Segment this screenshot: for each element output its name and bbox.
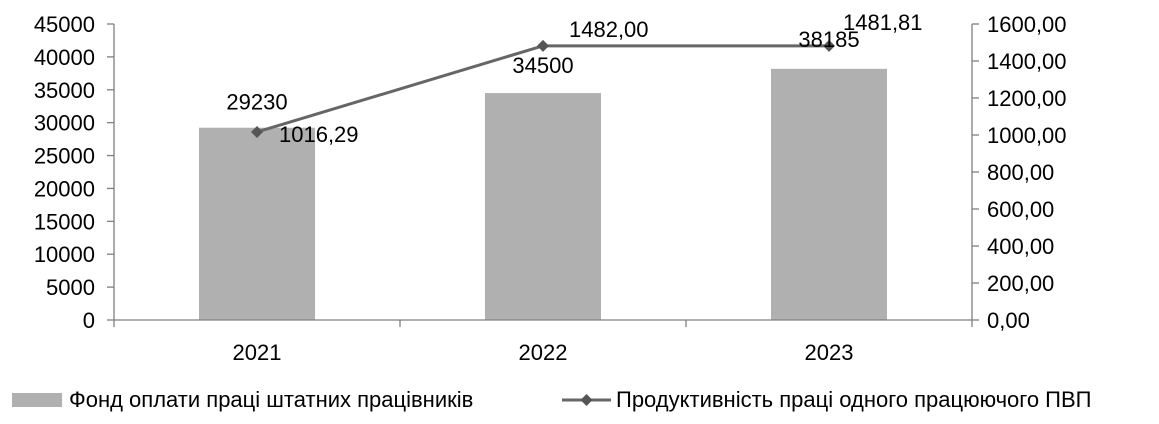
bar-data-label: 38185 bbox=[798, 27, 859, 52]
right-axis-tick-label: 1400,00 bbox=[987, 49, 1067, 74]
legend-line-marker bbox=[580, 394, 593, 406]
line-data-label: 1482,00 bbox=[569, 17, 649, 42]
line-data-label: 1481,81 bbox=[843, 10, 923, 35]
legend: Фонд оплати праці штатних працівників Про… bbox=[12, 387, 1091, 412]
left-axis-tick-label: 35000 bbox=[34, 78, 95, 103]
line-point-marker bbox=[537, 39, 549, 52]
data-labels-group: 29230 34500 38185 1016,29 1482,00 1481,81 bbox=[226, 10, 922, 147]
bar-series-group bbox=[199, 68, 887, 321]
x-axis-tick-label: 2022 bbox=[519, 340, 568, 365]
right-axis-tick-label: 400,00 bbox=[987, 234, 1054, 259]
axes-group: 0 5000 10000 15000 20000 25000 30000 35000 40000… bbox=[34, 12, 1067, 365]
bar bbox=[485, 93, 601, 320]
left-axis-tick-label: 0 bbox=[83, 308, 95, 333]
left-axis-tick-label: 40000 bbox=[34, 45, 95, 70]
line-point-marker bbox=[823, 39, 835, 52]
bar-data-label: 29230 bbox=[226, 90, 287, 115]
right-axis-tick-label: 800,00 bbox=[987, 160, 1054, 185]
line-data-label: 1016,29 bbox=[279, 122, 359, 147]
right-axis-tick-label: 200,00 bbox=[987, 271, 1054, 296]
right-axis-tick-label: 1600,00 bbox=[987, 12, 1067, 37]
bar bbox=[771, 68, 887, 321]
left-axis-tick-label: 10000 bbox=[34, 242, 95, 267]
left-axis-tick-label: 30000 bbox=[34, 111, 95, 136]
right-axis-tick-label: 1200,00 bbox=[987, 86, 1067, 111]
bar bbox=[199, 127, 315, 320]
legend-bar-label: Фонд оплати праці штатних працівників bbox=[69, 387, 473, 412]
left-axis-tick-label: 20000 bbox=[34, 176, 95, 201]
right-axis-tick-label: 1000,00 bbox=[987, 123, 1067, 148]
left-axis-tick-label: 25000 bbox=[34, 144, 95, 169]
line-series-group bbox=[251, 39, 835, 138]
x-axis-tick-label: 2021 bbox=[233, 340, 282, 365]
right-axis-tick-label: 0,00 bbox=[987, 308, 1030, 333]
right-axis-tick-label: 600,00 bbox=[987, 197, 1054, 222]
left-axis-tick-label: 5000 bbox=[46, 275, 95, 300]
x-axis-tick-label: 2023 bbox=[805, 340, 854, 365]
left-axis-tick-label: 15000 bbox=[34, 209, 95, 234]
legend-bar-swatch bbox=[12, 393, 62, 407]
bar-data-label: 34500 bbox=[512, 53, 573, 78]
line-point-marker bbox=[251, 125, 263, 138]
legend-line-label: Продуктивність праці одного працюючого П… bbox=[616, 387, 1091, 412]
left-axis-tick-label: 45000 bbox=[34, 12, 95, 37]
